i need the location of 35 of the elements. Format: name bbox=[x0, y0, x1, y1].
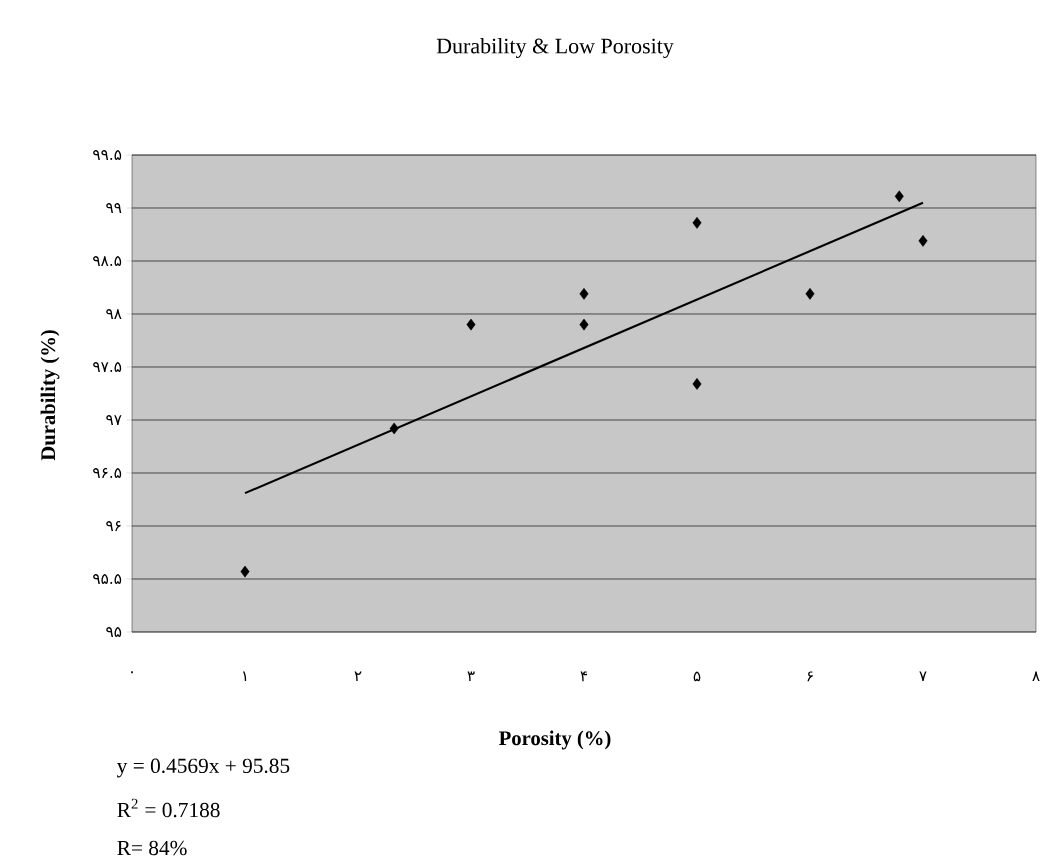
x-tick-label: ۸ bbox=[1032, 671, 1040, 682]
text: R= 84% bbox=[117, 840, 187, 856]
y-tick-label: ۹۹ bbox=[106, 203, 122, 213]
y-tick-label: ۹۸.۵ bbox=[93, 256, 122, 266]
y-tick-label: ۹۸ bbox=[106, 309, 122, 319]
x-tick-label: ۰ bbox=[131, 671, 133, 674]
point bbox=[389, 422, 399, 435]
x-tick-label: ۷ bbox=[919, 671, 927, 682]
y-tick-label: ۹۷ bbox=[106, 415, 122, 425]
y-tick-label: ۹۹.۵ bbox=[93, 150, 122, 160]
point bbox=[894, 190, 904, 203]
x-axis-title: Porosity (%) bbox=[499, 730, 611, 750]
y-tick-label: ۹۶ bbox=[106, 521, 121, 531]
x-tick-label: ۳ bbox=[467, 671, 475, 682]
point bbox=[805, 287, 815, 300]
y-axis-title: Durability (%) bbox=[40, 330, 60, 461]
point bbox=[579, 318, 589, 331]
point bbox=[692, 216, 702, 229]
text: y = 0.4569x + 95.85 bbox=[116, 758, 290, 778]
y-tick-label: ۹۵.۵ bbox=[93, 574, 122, 584]
text: R$^{2}$ = 0.7188 bbox=[117, 798, 220, 818]
x-tick-label: ۶ bbox=[807, 671, 813, 682]
y-tick-label: ۹۶.۵ bbox=[93, 468, 122, 478]
x-tick-label: ۵ bbox=[693, 671, 701, 682]
point bbox=[579, 287, 589, 300]
chart-title: Durability & Low Porosity bbox=[436, 37, 674, 58]
x-tick-label: ۱ bbox=[242, 671, 247, 682]
x-tick-label: ۴ bbox=[580, 671, 588, 682]
y-tick-label: ۹۷.۵ bbox=[93, 362, 122, 372]
x-tick-label: ۲ bbox=[354, 671, 362, 682]
point bbox=[692, 378, 702, 390]
point bbox=[240, 565, 250, 578]
point bbox=[466, 318, 476, 331]
point bbox=[918, 234, 928, 247]
y-tick-label: ۹۵ bbox=[106, 627, 122, 637]
